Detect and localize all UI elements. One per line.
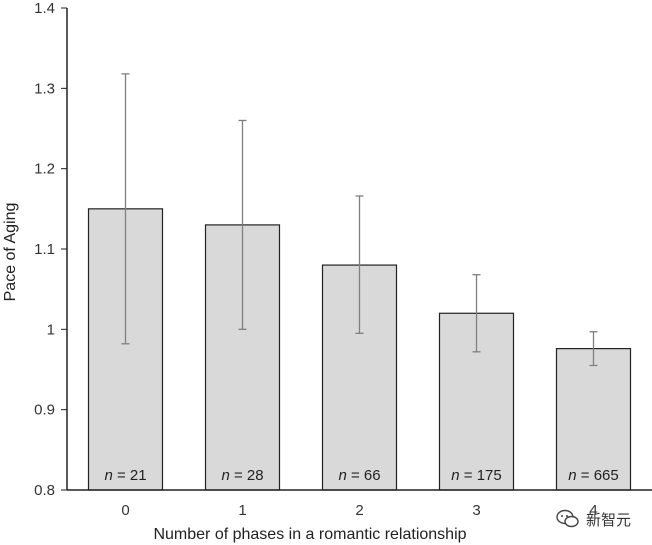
y-tick-label: 1 — [47, 321, 55, 338]
x-tick-label: 1 — [238, 502, 246, 519]
bar-sample-size-label: n = 175 — [451, 467, 501, 484]
bar — [555, 348, 632, 491]
y-tick-label: 1.1 — [34, 241, 55, 258]
y-tick-label: 1.4 — [34, 0, 55, 17]
y-tick-label: 0.8 — [34, 482, 55, 499]
watermark: 新智元 — [556, 506, 652, 532]
y-axis-title: Pace of Aging — [2, 203, 19, 302]
x-axis-title: Number of phases in a romantic relations… — [153, 526, 466, 543]
x-tick-label: 4 — [589, 502, 597, 519]
y-tick-label: 1.2 — [34, 161, 55, 178]
error-bars — [121, 73, 598, 367]
y-tick-label: 0.9 — [34, 402, 55, 419]
x-axis-ticks: 0 1 2 3 4 — [121, 502, 597, 519]
bar-sample-size-label: n = 21 — [104, 467, 146, 484]
bar-sample-size-labels: n = 21 n = 28 n = 66 n = 175 n = 665 — [104, 467, 618, 484]
x-tick-label: 2 — [355, 502, 363, 519]
y-tick-label: 1.3 — [34, 80, 55, 97]
bar-sample-size-label: n = 66 — [338, 467, 380, 484]
wechat-icon — [556, 509, 579, 528]
bar-sample-size-label: n = 665 — [568, 467, 618, 484]
bar-sample-size-label: n = 28 — [221, 467, 263, 484]
watermark-text: 新智元 — [586, 510, 632, 529]
y-axis-ticks: 0.8 0.9 1 1.1 1.2 1.3 1.4 — [34, 0, 67, 499]
x-tick-label: 0 — [121, 502, 129, 519]
x-tick-label: 3 — [472, 502, 480, 519]
